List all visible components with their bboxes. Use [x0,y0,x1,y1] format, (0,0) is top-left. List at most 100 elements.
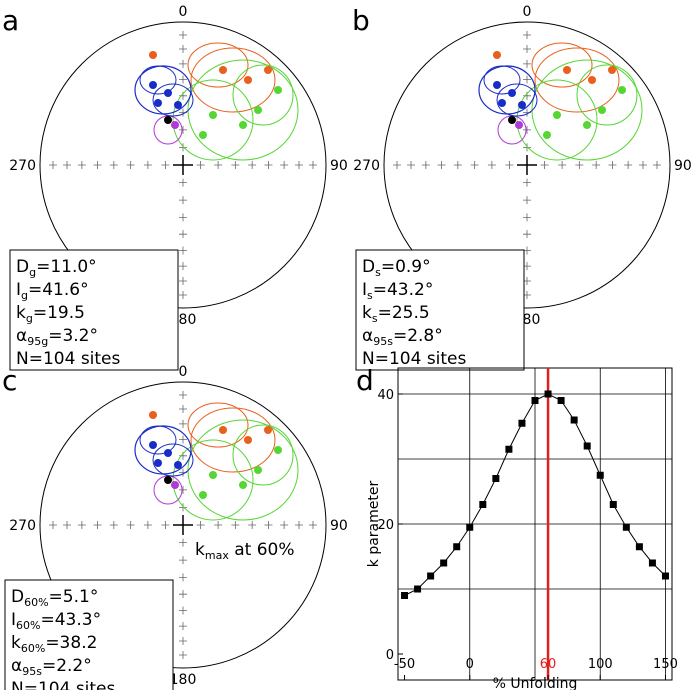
stat-line-symbol: α [362,326,373,346]
grid-cross [558,161,567,169]
stat-line-symbol: k [362,303,372,323]
stat-line-sub: 60% [24,596,48,609]
stat-line-sub: 95s [373,335,393,348]
grid-cross [523,143,531,152]
stat-line-value: =41.6° [28,280,89,300]
stat-line-value: =25.5 [378,303,430,323]
stereonet [39,21,327,309]
data-point [479,501,487,508]
x-tick-label: 60 [540,657,557,672]
data-point [531,397,539,404]
x-tick-label: 0 [466,657,474,672]
grid-cross [179,573,187,582]
stat-line-value: =5.1° [49,587,99,607]
grid-cross [264,521,273,529]
data-point [518,419,526,427]
grid-cross [179,290,187,299]
stat-line: α95s=2.2° [11,656,92,678]
grid-cross [179,435,187,444]
grid-cross [161,521,170,529]
grid-cross [179,59,187,68]
grid-cross [179,230,187,239]
axis-label: 0 [179,364,188,380]
stat-line: Ds=0.9° [362,257,431,279]
panel-label: a [2,4,19,37]
y-tick-label: 0 [386,648,394,663]
stat-line-sub: g [21,289,28,302]
data-point [596,471,604,479]
grid-cross [179,31,187,40]
grid-cross [179,650,187,659]
data-cluster [134,42,299,161]
y-axis-title: k parameter [366,481,382,568]
y-tick-label: 20 [377,518,394,533]
grid-cross [523,230,531,239]
stereonet [383,21,671,309]
y-tick-label: 40 [377,388,394,403]
stat-line-sub: g [29,266,36,279]
grid-cross [523,75,531,84]
grid-cross [523,125,531,134]
stat-line-value: =2.2° [42,656,92,676]
data-point [453,543,461,551]
stat-line-symbol: k [16,303,26,323]
grid-cross [523,213,531,222]
stat-line-symbol: I [16,280,21,300]
grid-cross [109,521,118,529]
grid-cross [77,521,86,529]
grid-cross [421,161,430,169]
stats-box [4,579,174,694]
stat-line-symbol: D [16,257,29,277]
stat-line: I60%=43.3° [11,610,101,632]
grid-cross [179,556,187,565]
axis-label: 180 [170,672,197,688]
grid-cross [179,606,187,615]
stat-line-value: =0.9° [381,257,431,277]
stat-line: N=104 sites [16,349,121,369]
data-point [609,501,617,508]
axis-label: 270 [9,518,36,534]
grid-cross [540,161,549,169]
grid-cross [143,161,152,169]
annotation-symbol: k [195,540,205,560]
data-point [661,572,669,580]
center-cross [173,515,193,535]
grid-cross [77,161,86,169]
grid-cross [179,125,187,134]
center-cross [517,155,537,175]
grid-cross [179,391,187,400]
grid-cross [308,521,317,529]
grid-cross [179,636,187,645]
grid-cross [523,59,531,68]
stat-line: D60%=5.1° [11,587,98,609]
grid-cross [294,161,303,169]
grid-cross [179,196,187,205]
stat-line: α95g=3.2° [16,326,98,348]
data-point [557,397,565,404]
axis-label: 90 [330,518,348,534]
stat-line: N=104 sites [11,679,116,690]
grid-cross [179,143,187,152]
stat-line-sub: g [26,312,33,325]
grid-cross [179,75,187,84]
grid-cross [179,276,187,285]
grid-cross [214,521,223,529]
data-point [466,523,474,531]
grid-cross [179,419,187,428]
grid-cross [523,196,531,205]
stat-line: ks=25.5 [362,303,430,325]
grid-cross [487,161,496,169]
annotation-sub: max [205,549,229,562]
grid-cross [294,521,303,529]
stat-line-sub: 60% [21,642,45,655]
stat-line-value: =43.2° [373,280,434,300]
grid-cross [126,521,135,529]
data-point [492,475,500,482]
grid-cross [161,161,170,169]
stat-line: Ig=41.6° [16,280,89,302]
data-point [401,592,409,599]
stat-line: Is=43.2° [362,280,433,302]
grid-cross [179,405,187,414]
stat-line-value: =3.2° [48,326,98,346]
grid-cross [126,161,135,169]
